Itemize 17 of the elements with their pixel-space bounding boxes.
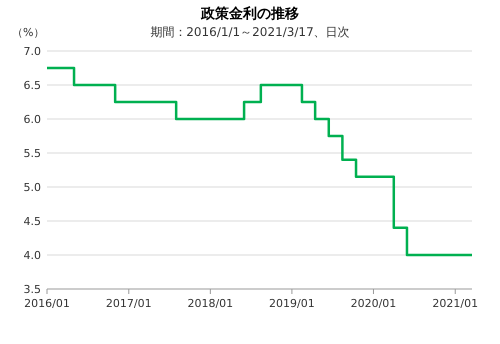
y-tick-label: 4.5 [24, 215, 41, 228]
y-tick-label: 4.0 [24, 249, 41, 262]
chart-title: 政策金利の推移 [200, 6, 299, 22]
x-tick-label: 2021/01 [432, 297, 478, 310]
y-axis-title: （%） [12, 26, 44, 39]
y-tick-label: 5.5 [24, 147, 41, 160]
x-tick-label: 2019/01 [269, 297, 315, 310]
y-tick-label: 6.0 [24, 113, 41, 126]
x-tick-label: 2020/01 [350, 297, 396, 310]
y-tick-label: 5.0 [24, 181, 41, 194]
y-tick-label: 3.5 [24, 283, 41, 296]
y-tick-label: 7.0 [24, 45, 41, 58]
x-tick-label: 2018/01 [187, 297, 234, 310]
y-tick-label: 6.5 [24, 79, 41, 92]
x-tick-label: 2016/01 [24, 297, 70, 310]
chart-subtitle: 期間：2016/1/1～2021/3/17、日次 [150, 25, 350, 39]
x-tick-label: 2017/01 [106, 297, 152, 310]
